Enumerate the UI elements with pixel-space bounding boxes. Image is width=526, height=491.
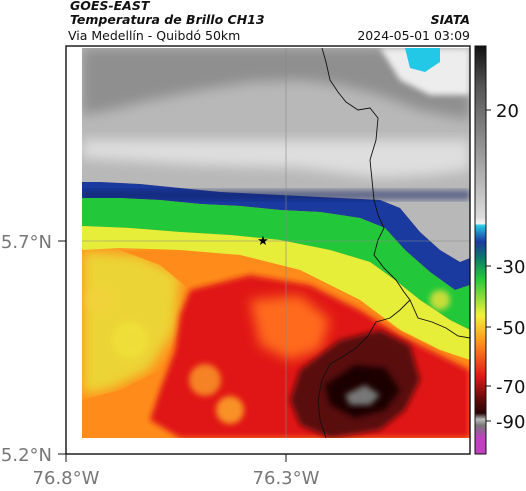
lon-label-76.8: 76.8°W <box>33 468 100 489</box>
colorbar-label-minus70: -70 <box>496 377 525 398</box>
brightness-temperature-field <box>82 48 470 438</box>
lat-label-5.7: 5.7°N <box>1 232 52 253</box>
colorbar <box>474 45 487 455</box>
colorbar-label-20: 20 <box>496 101 519 122</box>
agency-label: SIATA <box>430 12 470 27</box>
political-borders <box>317 48 470 438</box>
colorbar-label-minus30: -30 <box>496 257 525 278</box>
lat-label-5.2: 5.2°N <box>1 445 52 466</box>
region-subtitle: Via Medellín - Quibdó 50km <box>68 28 241 43</box>
station-star-icon: ★ <box>257 234 269 249</box>
timestamp: 2024-05-01 03:09 <box>357 28 470 43</box>
map-frame <box>65 45 471 455</box>
lon-label-76.3: 76.3°W <box>253 468 320 489</box>
colorbar-label-minus50: -50 <box>496 318 525 339</box>
channel-title: Temperatura de Brillo CH13 <box>70 12 265 27</box>
colorbar-ticks <box>486 109 491 422</box>
colorbar-label-minus90: -90 <box>496 412 525 433</box>
product-title: GOES-EAST <box>70 0 150 13</box>
